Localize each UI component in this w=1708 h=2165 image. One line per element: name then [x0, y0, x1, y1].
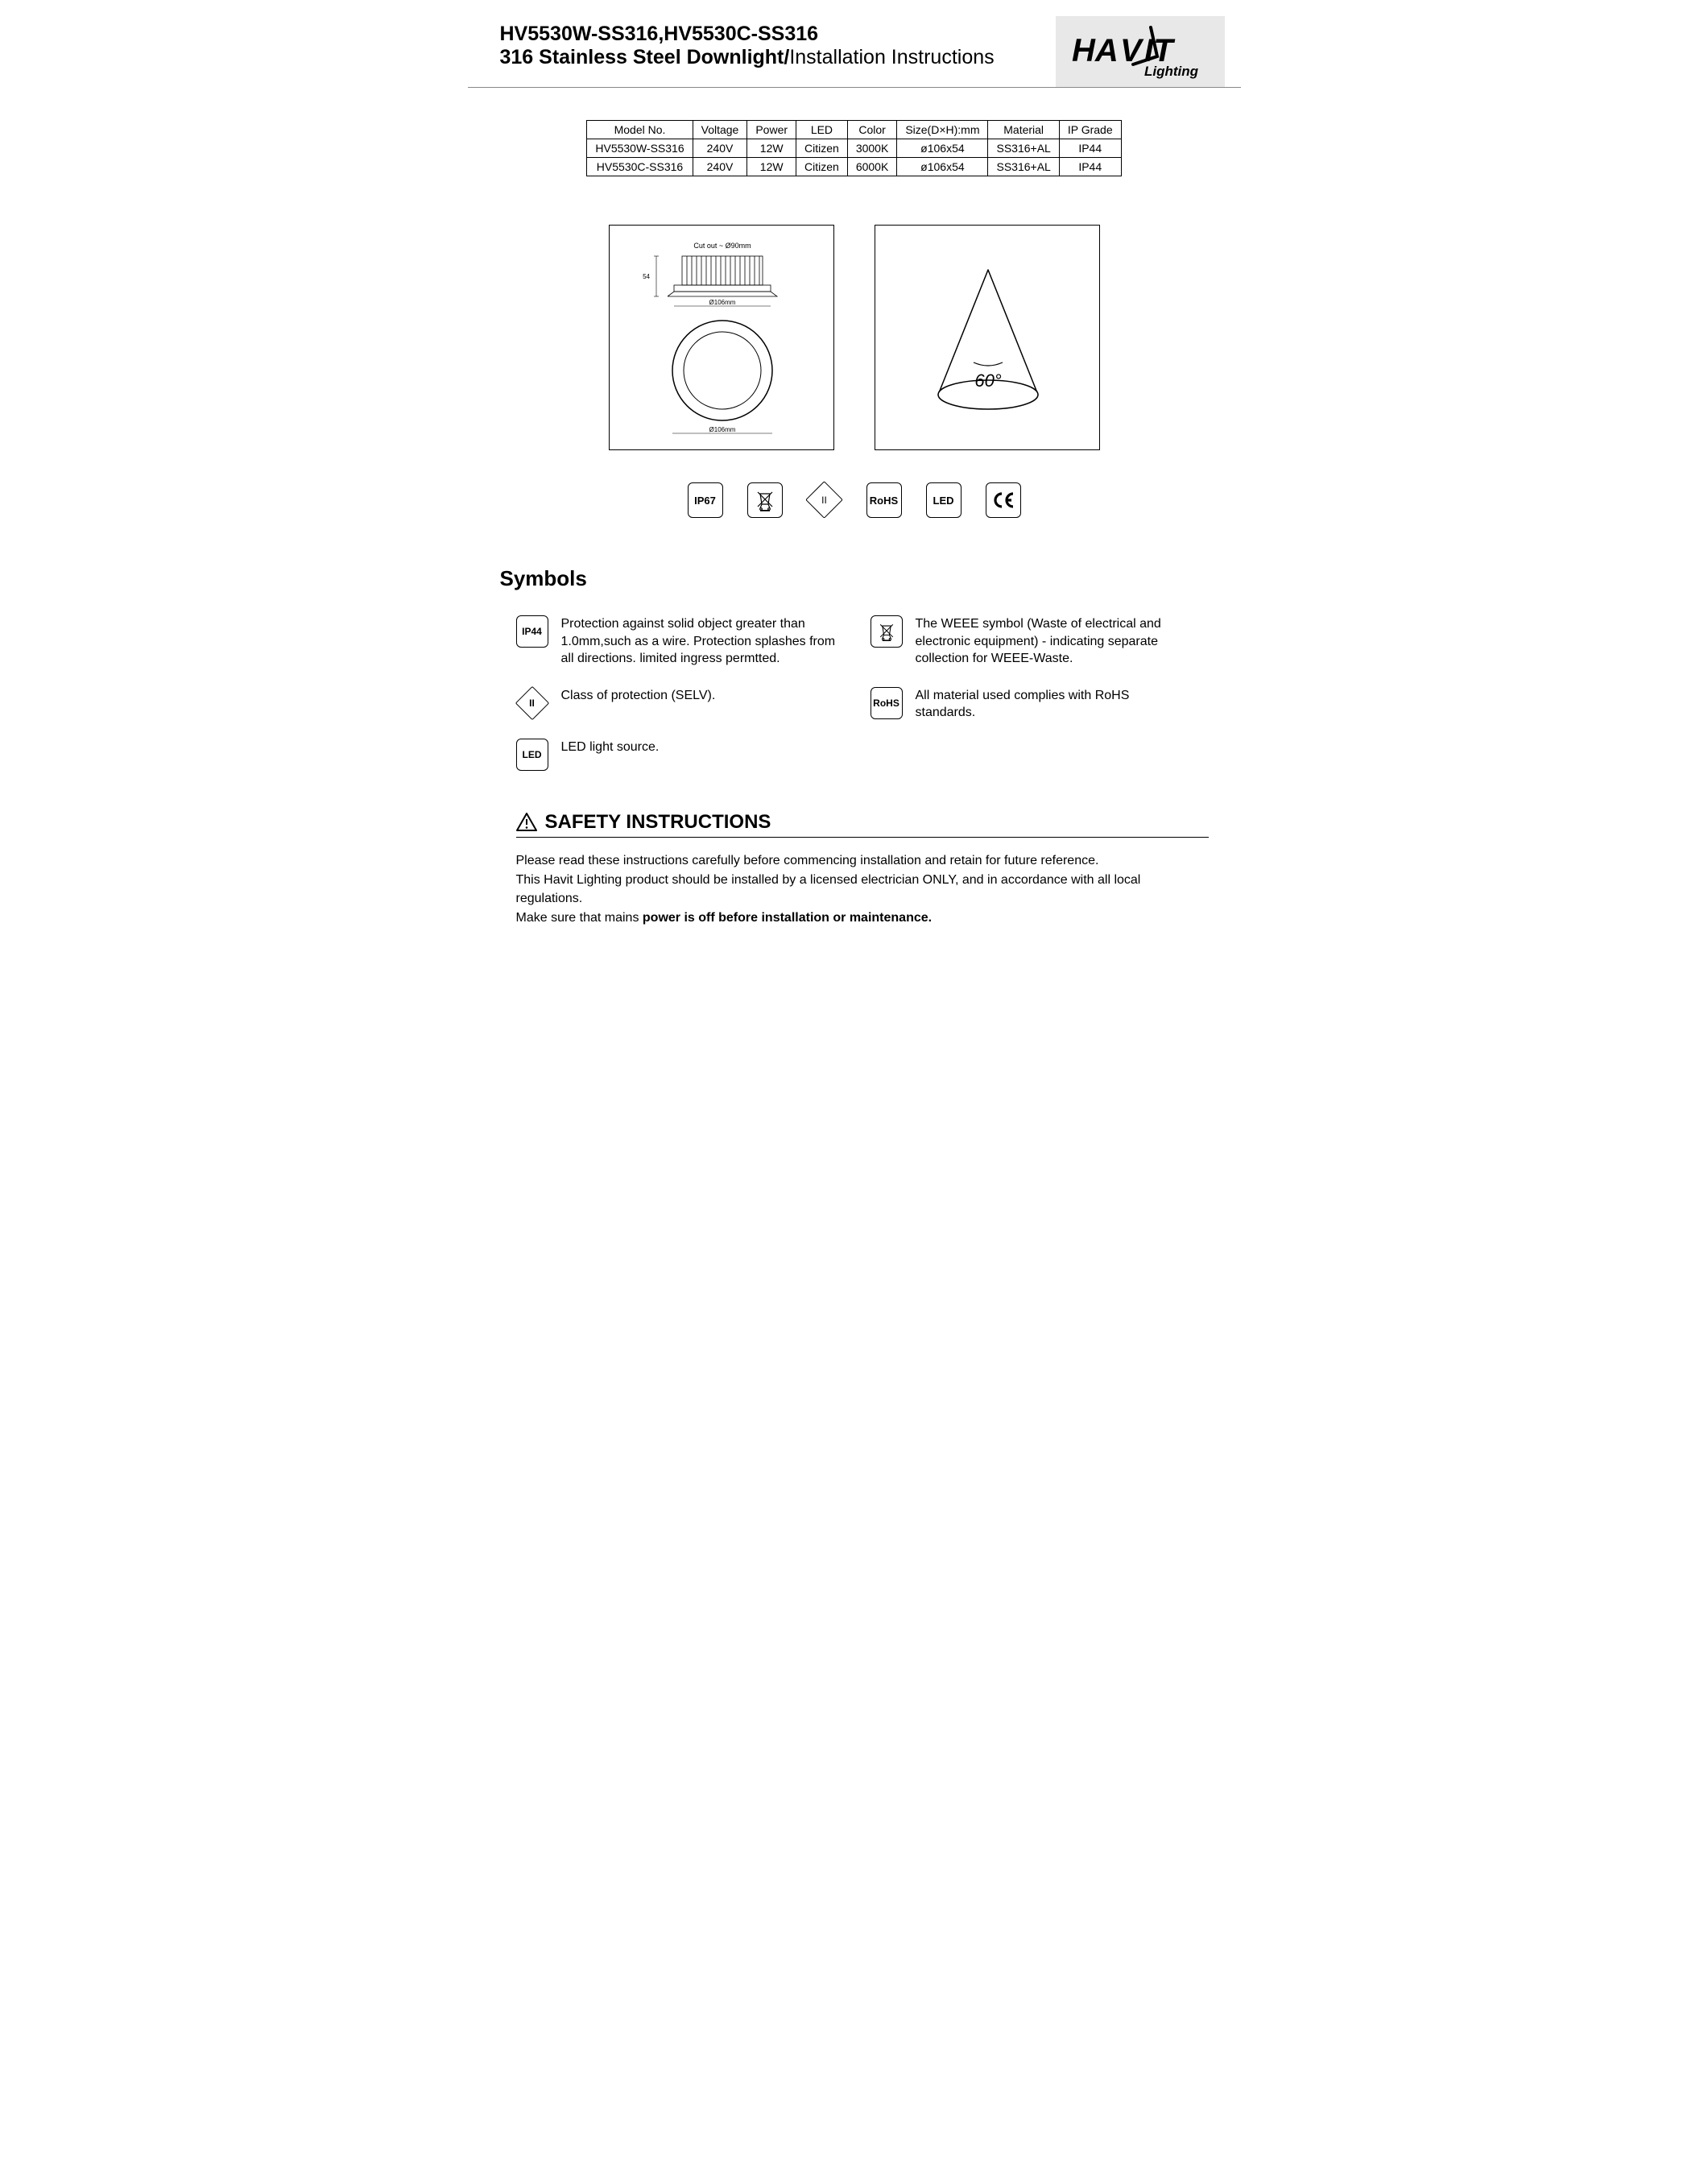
table-cell: HV5530W-SS316: [587, 139, 693, 158]
model-codes: HV5530W-SS316,HV5530C-SS316: [500, 23, 995, 46]
dimension-diagram: Cut out ~ Ø90mm 54 Ø106mm Ø106mm: [609, 225, 834, 450]
table-cell: Citizen: [796, 139, 848, 158]
svg-text:Ø106mm: Ø106mm: [709, 299, 735, 306]
brand-logo: HA V IT Lighting: [1056, 16, 1225, 87]
table-header: IP Grade: [1059, 121, 1121, 139]
diagrams-row: Cut out ~ Ø90mm 54 Ø106mm Ø106mm: [468, 225, 1241, 450]
symbol-item: RoHS All material used complies with RoHS…: [871, 687, 1193, 722]
symbol-item: LED LED light source.: [516, 739, 838, 771]
table-cell: 240V: [693, 139, 747, 158]
svg-text:Ø106mm: Ø106mm: [709, 426, 735, 433]
led-icon: LED: [516, 739, 548, 771]
symbol-item: II Class of protection (SELV).: [516, 687, 838, 719]
table-cell: ø106x54: [897, 158, 988, 176]
page-header: HV5530W-SS316,HV5530C-SS316 316 Stainles…: [468, 16, 1241, 88]
svg-text:Cut out ~ Ø90mm: Cut out ~ Ø90mm: [693, 242, 751, 250]
table-cell: IP44: [1059, 139, 1121, 158]
symbols-heading: Symbols: [500, 566, 1209, 591]
table-cell: 240V: [693, 158, 747, 176]
safety-heading: SAFETY INSTRUCTIONS: [516, 811, 1209, 838]
class-ii-icon: II: [516, 687, 548, 719]
title-block: HV5530W-SS316,HV5530C-SS316 316 Stainles…: [468, 16, 995, 79]
table-header: Power: [747, 121, 796, 139]
table-cell: 6000K: [847, 158, 896, 176]
symbol-description: Class of protection (SELV).: [561, 687, 716, 705]
led-badge: LED: [926, 482, 962, 518]
weee-icon: [871, 615, 903, 648]
table-header: Size(D×H):mm: [897, 121, 988, 139]
table-cell: IP44: [1059, 158, 1121, 176]
safety-p2: This Havit Lighting product should be in…: [516, 871, 1193, 908]
svg-text:Lighting: Lighting: [1144, 64, 1199, 79]
class-ii-icon: II: [807, 482, 842, 518]
table-row: HV5530W-SS316240V12WCitizen3000Kø106x54S…: [587, 139, 1121, 158]
table-header: Voltage: [693, 121, 747, 139]
product-title: 316 Stainless Steel Downlight/Installati…: [500, 46, 995, 69]
table-cell: SS316+AL: [988, 139, 1059, 158]
symbol-description: All material used complies with RoHS sta…: [916, 687, 1193, 722]
warning-icon: [516, 812, 537, 833]
svg-text:60°: 60°: [974, 370, 1001, 391]
weee-icon: [747, 482, 783, 518]
table-header: Material: [988, 121, 1059, 139]
table-cell: 3000K: [847, 139, 896, 158]
symbol-description: Protection against solid object greater …: [561, 615, 838, 668]
table-cell: Citizen: [796, 158, 848, 176]
table-header: Model No.: [587, 121, 693, 139]
ip67-badge: IP67: [688, 482, 723, 518]
safety-instructions: Please read these instructions carefully…: [516, 852, 1193, 928]
symbol-description: LED light source.: [561, 739, 660, 756]
table-header: Color: [847, 121, 896, 139]
logo-text: HA: [1072, 33, 1119, 68]
certification-badges: IP67 II RoHS LED: [468, 482, 1241, 518]
ip44-icon: IP44: [516, 615, 548, 648]
symbol-item: IP44 Protection against solid object grea…: [516, 615, 838, 668]
svg-text:54: 54: [643, 273, 650, 280]
table-cell: 12W: [747, 158, 796, 176]
table-header: LED: [796, 121, 848, 139]
symbol-item: The WEEE symbol (Waste of electrical and…: [871, 615, 1193, 668]
ce-icon: [986, 482, 1021, 518]
symbols-column-right: The WEEE symbol (Waste of electrical and…: [871, 615, 1193, 771]
rohs-icon: RoHS: [871, 687, 903, 719]
table-row: HV5530C-SS316240V12WCitizen6000Kø106x54S…: [587, 158, 1121, 176]
safety-p3: Make sure that mains power is off before…: [516, 909, 1193, 927]
beam-angle-diagram: 60°: [875, 225, 1100, 450]
safety-p1: Please read these instructions carefully…: [516, 852, 1193, 870]
symbol-description: The WEEE symbol (Waste of electrical and…: [916, 615, 1193, 668]
symbols-column-left: IP44 Protection against solid object grea…: [516, 615, 838, 771]
table-cell: ø106x54: [897, 139, 988, 158]
rohs-badge: RoHS: [866, 482, 902, 518]
specifications-table: Model No.VoltagePowerLEDColorSize(D×H):m…: [586, 120, 1121, 176]
table-cell: SS316+AL: [988, 158, 1059, 176]
table-cell: 12W: [747, 139, 796, 158]
table-cell: HV5530C-SS316: [587, 158, 693, 176]
symbols-grid: IP44 Protection against solid object grea…: [516, 615, 1193, 771]
